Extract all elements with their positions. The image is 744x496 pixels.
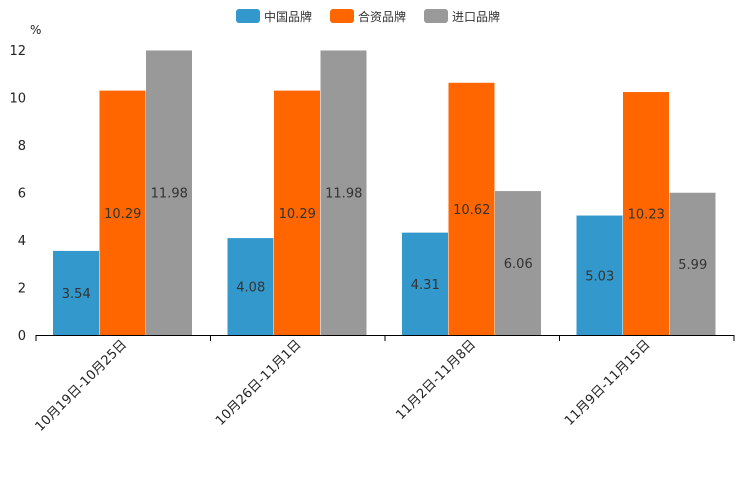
bar-value-label: 10.29 [104,207,141,222]
legend-swatch-3[interactable] [424,9,448,23]
bar-value-label: 5.03 [585,269,614,284]
x-category-label: 11月9日-11月15日 [562,337,654,429]
bar-series-1-cat-1[interactable] [53,250,99,335]
bar-value-label: 3.54 [62,287,91,302]
y-tick-label: 4 [18,234,26,249]
bar-series [53,50,716,336]
legend-swatch-1[interactable] [236,9,260,23]
legend-label-3[interactable]: 进口品牌 [452,10,500,24]
y-axis-unit: % [30,23,41,37]
y-tick-label: 8 [18,139,26,154]
x-category-label: 10月19日-10月25日 [33,337,130,434]
y-tick-label: 0 [18,329,26,344]
bar-value-label: 11.98 [325,187,362,202]
bar-value-label: 10.23 [628,208,665,223]
bar-series-2-cat-3[interactable] [448,82,495,336]
bar-value-label: 4.31 [411,278,440,293]
bar-series-3-cat-1[interactable] [146,50,192,335]
legend-swatch-2[interactable] [330,9,354,23]
y-tick-label: 2 [18,282,26,297]
bar-series-2-cat-1[interactable] [99,90,146,335]
x-category-label: 10月26日-11月1日 [213,337,305,429]
bar-value-label: 10.29 [279,207,316,222]
bar-series-1-cat-2[interactable] [227,238,274,335]
legend-label-1[interactable]: 中国品牌 [264,9,312,24]
bar-series-3-cat-3[interactable] [495,191,541,335]
x-axis: 10月19日-10月25日 10月26日-11月1日 11月2日-11月8日 11月9… [33,335,735,435]
bar-value-label: 10.62 [453,203,490,218]
legend-label-2[interactable]: 合资品牌 [358,9,406,24]
bar-series-3-cat-4[interactable] [669,192,716,335]
bar-value-label: 6.06 [504,257,533,272]
y-tick-label: 6 [18,187,26,202]
y-axis: 0 2 4 6 8 10 12 [9,44,26,344]
bar-series-2-cat-2[interactable] [274,90,320,335]
bar-series-2-cat-4[interactable] [623,92,669,335]
bar-value-label: 5.99 [678,258,707,273]
data-labels: 3.54 10.29 11.98 4.08 10.29 11.98 4.31 10.62 6.0… [62,187,707,302]
bar-series-1-cat-3[interactable] [402,232,448,335]
bar-series-3-cat-2[interactable] [320,50,367,335]
bar-value-label: 4.08 [236,281,265,296]
chart-legend: 中国品牌 合资品牌 进口品牌 [236,9,500,24]
y-tick-label: 12 [9,44,26,59]
y-tick-label: 10 [9,92,26,107]
bar-series-1-cat-4[interactable] [576,215,623,335]
bar-value-label: 11.98 [151,187,188,202]
x-category-label: 11月2日-11月8日 [393,337,479,423]
